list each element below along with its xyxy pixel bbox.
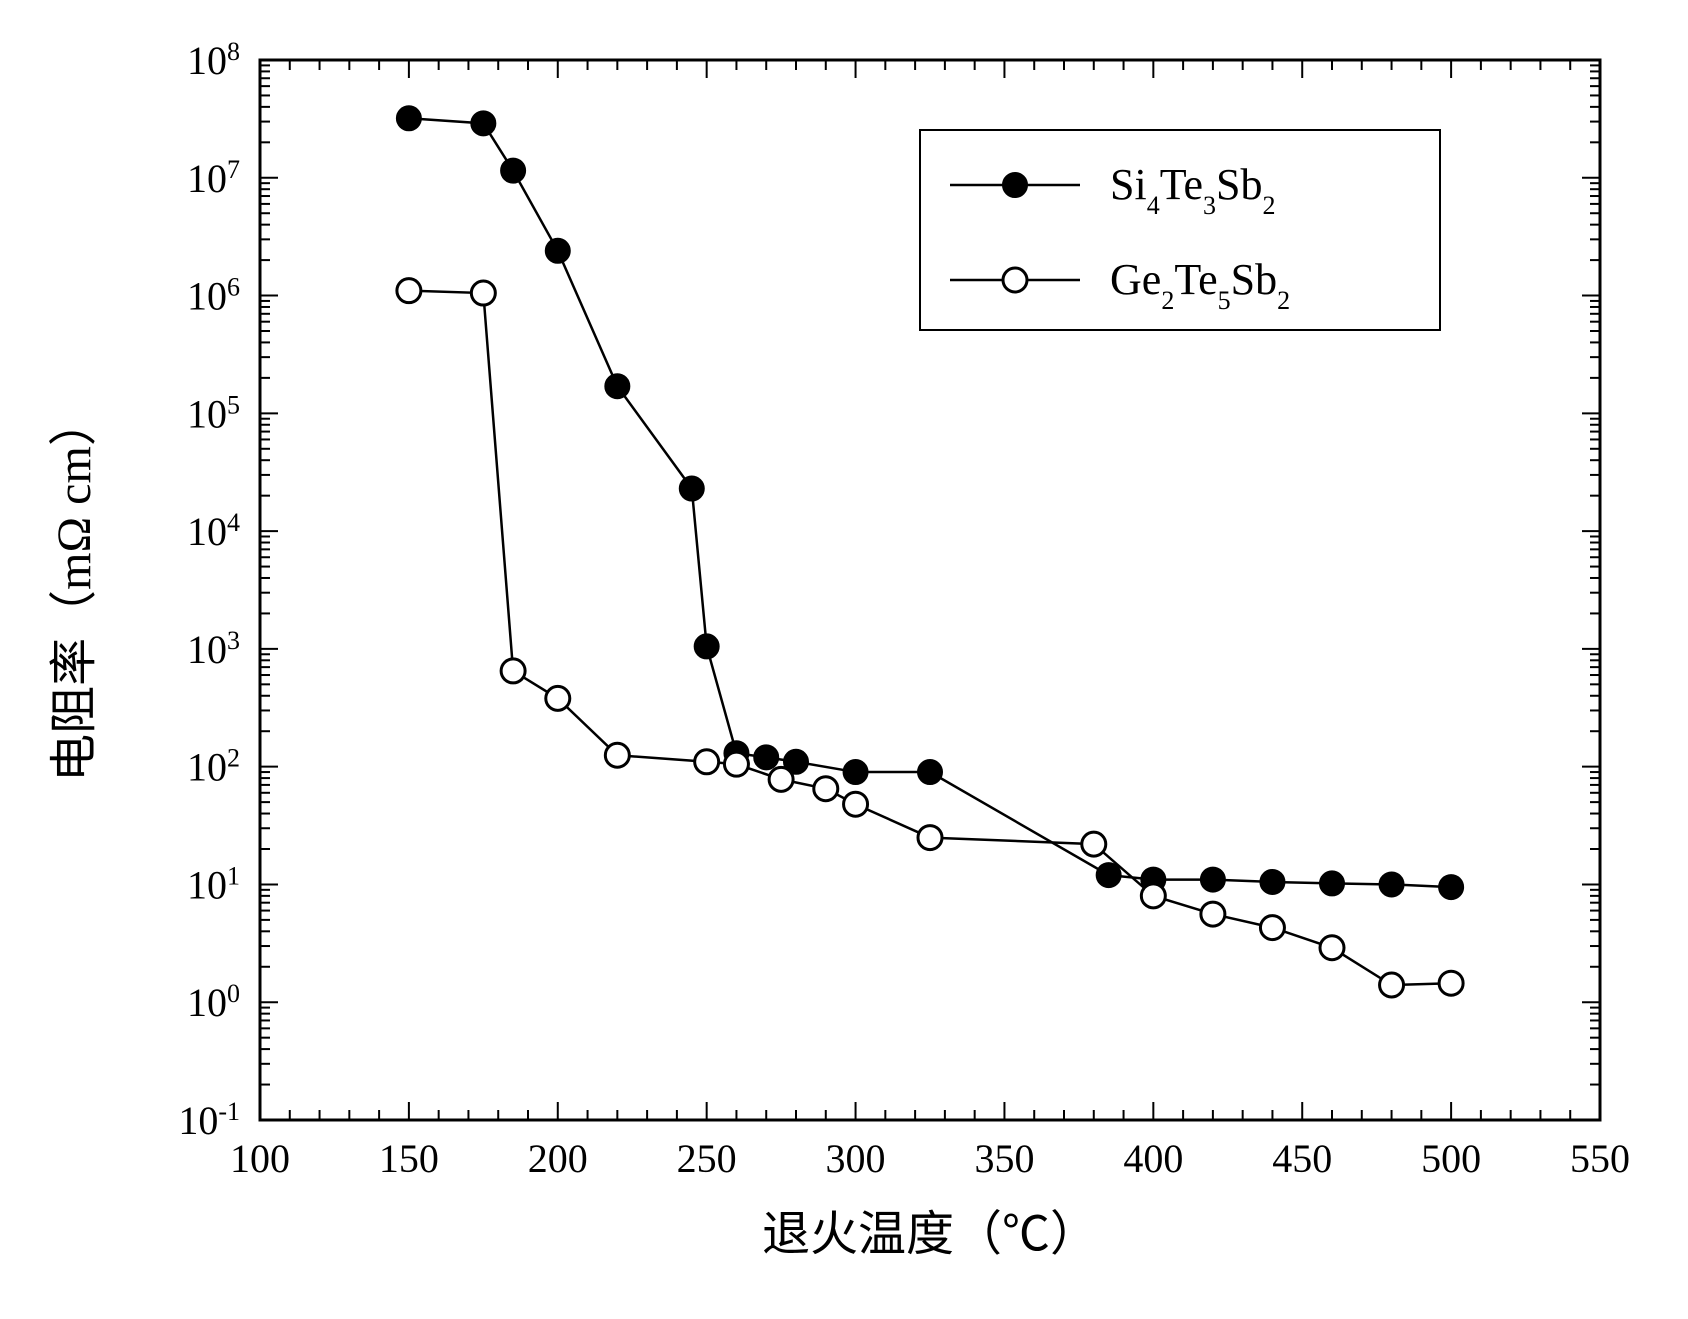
data-point: [680, 477, 704, 501]
y-tick-label: 107: [187, 154, 240, 201]
data-point: [724, 752, 748, 776]
y-tick-label: 101: [187, 861, 240, 908]
resistivity-chart: 10015020025030035040045050055010-1100101…: [0, 0, 1688, 1319]
data-point: [1201, 868, 1225, 892]
data-point: [471, 111, 495, 135]
x-tick-label: 300: [826, 1136, 886, 1181]
data-point: [844, 760, 868, 784]
data-point: [844, 792, 868, 816]
data-point: [605, 374, 629, 398]
y-tick-label: 104: [187, 508, 240, 555]
data-point: [695, 634, 719, 658]
data-point: [546, 239, 570, 263]
legend-marker: [1003, 268, 1027, 292]
x-tick-label: 550: [1570, 1136, 1630, 1181]
data-point: [1439, 971, 1463, 995]
y-tick-label: 106: [187, 272, 240, 319]
data-point: [1380, 872, 1404, 896]
x-tick-label: 200: [528, 1136, 588, 1181]
data-point: [918, 760, 942, 784]
data-point: [1260, 916, 1284, 940]
data-point: [1260, 870, 1284, 894]
data-point: [754, 745, 778, 769]
data-point: [605, 743, 629, 767]
x-tick-label: 450: [1272, 1136, 1332, 1181]
data-point: [501, 659, 525, 683]
y-tick-label: 100: [187, 979, 240, 1025]
data-point: [1097, 863, 1121, 887]
chart-svg: 10015020025030035040045050055010-1100101…: [0, 0, 1688, 1319]
data-point: [695, 750, 719, 774]
x-tick-label: 150: [379, 1136, 439, 1181]
y-axis-title: 电阻率（mΩ cm）: [48, 398, 101, 782]
data-point: [1201, 902, 1225, 926]
x-tick-label: 350: [974, 1136, 1034, 1181]
data-point: [546, 686, 570, 710]
data-point: [1380, 973, 1404, 997]
data-point: [397, 279, 421, 303]
data-point: [471, 281, 495, 305]
data-point: [1141, 884, 1165, 908]
legend-marker: [1003, 173, 1027, 197]
data-point: [814, 777, 838, 801]
y-tick-label: 108: [187, 37, 240, 84]
data-point: [1082, 832, 1106, 856]
x-axis-title: 退火温度（℃）: [762, 1208, 1098, 1261]
data-point: [1320, 936, 1344, 960]
data-point: [397, 106, 421, 130]
data-point: [501, 159, 525, 183]
y-tick-label: 102: [187, 743, 240, 790]
series-line-Ge2Te5Sb2: [409, 291, 1451, 985]
data-point: [769, 767, 793, 791]
y-tick-label: 103: [187, 625, 240, 672]
y-tick-label: 105: [187, 390, 240, 437]
x-tick-label: 400: [1123, 1136, 1183, 1181]
data-point: [918, 826, 942, 850]
x-tick-label: 500: [1421, 1136, 1481, 1181]
x-tick-label: 100: [230, 1136, 290, 1181]
x-tick-label: 250: [677, 1136, 737, 1181]
data-point: [1320, 871, 1344, 895]
data-point: [1439, 875, 1463, 899]
